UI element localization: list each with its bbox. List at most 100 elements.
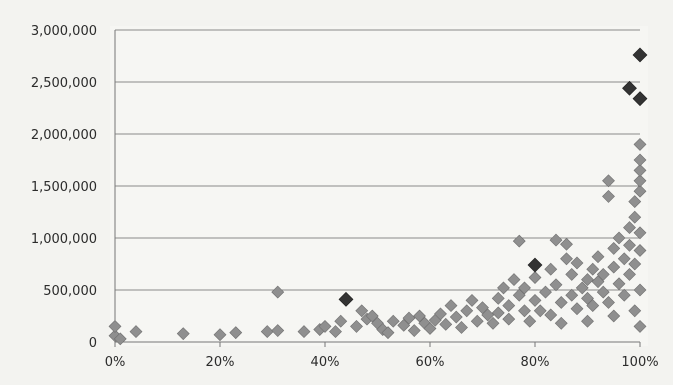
- data-point: [633, 319, 647, 333]
- data-point: [502, 312, 516, 326]
- axes: [114, 30, 641, 347]
- highlight-data-point: [338, 291, 354, 307]
- y-tick-label: 1,000,000: [31, 232, 97, 247]
- data-point: [528, 293, 542, 307]
- data-point: [523, 314, 537, 328]
- highlight-data-point: [632, 91, 648, 107]
- data-point: [533, 304, 547, 318]
- data-point: [491, 291, 505, 305]
- data-point: [591, 250, 605, 264]
- data-point: [623, 238, 636, 252]
- data-point: [633, 163, 647, 177]
- data-point: [512, 234, 526, 248]
- data-point: [612, 231, 626, 245]
- data-point: [617, 288, 631, 302]
- data-point: [486, 316, 500, 330]
- data-point: [460, 304, 474, 318]
- data-point: [633, 174, 647, 188]
- highlight-points: [338, 47, 648, 307]
- data-point: [213, 328, 227, 342]
- data-point: [439, 317, 453, 331]
- highlight-data-point: [527, 257, 543, 273]
- data-point: [397, 318, 411, 332]
- x-tick-label: 0%: [105, 355, 126, 370]
- data-point: [465, 293, 479, 307]
- data-point: [407, 324, 421, 337]
- y-tick-label: 1,500,000: [31, 180, 97, 195]
- data-point: [628, 195, 642, 209]
- x-axis-tick-labels: 0% 20% 40% 60% 80% 100%: [105, 355, 659, 370]
- data-point: [413, 309, 426, 323]
- data-point: [423, 322, 437, 335]
- data-point: [623, 221, 636, 235]
- data-point: [586, 262, 600, 276]
- data-point: [596, 285, 610, 299]
- data-point: [444, 299, 458, 313]
- data-point: [502, 299, 516, 313]
- data-point: [612, 277, 626, 291]
- data-point: [633, 283, 647, 297]
- data-point: [565, 288, 579, 302]
- data-point: [113, 332, 127, 346]
- data-point: [434, 307, 447, 321]
- data-point: [554, 296, 568, 309]
- data-point: [633, 184, 647, 198]
- data-point: [554, 316, 568, 330]
- data-point: [481, 308, 495, 322]
- data-point: [596, 267, 610, 281]
- x-tick-label: 40%: [311, 355, 340, 370]
- data-point: [176, 327, 190, 341]
- data-point: [108, 319, 122, 333]
- data-point: [297, 325, 311, 339]
- data-point: [544, 262, 558, 276]
- data-point: [544, 308, 558, 322]
- data-point: [449, 310, 463, 324]
- data-point: [628, 304, 642, 318]
- data-point: [602, 296, 615, 309]
- data-point: [628, 257, 642, 271]
- data-point: [591, 275, 605, 289]
- data-point: [491, 306, 505, 320]
- gridlines: [115, 29, 640, 291]
- data-point: [129, 325, 143, 339]
- y-tick-label: 0: [89, 336, 97, 351]
- data-point: [623, 267, 636, 281]
- data-point: [507, 273, 521, 287]
- data-point: [271, 324, 285, 337]
- data-point: [607, 241, 621, 255]
- data-point: [633, 244, 647, 257]
- data-point: [575, 281, 589, 295]
- data-point: [271, 285, 285, 299]
- data-point: [581, 314, 594, 328]
- data-point: [570, 256, 584, 270]
- data-point: [260, 325, 274, 339]
- data-point: [318, 319, 332, 333]
- x-tick-label: 60%: [416, 355, 445, 370]
- data-points: [108, 137, 647, 346]
- y-tick-label: 3,000,000: [31, 24, 97, 39]
- data-point: [581, 291, 594, 305]
- data-point: [518, 281, 531, 295]
- x-tick-label: 100%: [621, 355, 658, 370]
- data-point: [602, 174, 615, 188]
- data-point: [381, 326, 395, 340]
- data-point: [350, 319, 363, 333]
- data-point: [570, 302, 584, 316]
- data-point: [607, 260, 621, 274]
- data-point: [497, 281, 510, 295]
- data-point: [518, 304, 531, 318]
- data-point: [617, 252, 631, 266]
- data-point: [549, 233, 563, 247]
- data-point: [329, 325, 342, 339]
- y-tick-label: 2,000,000: [31, 128, 97, 143]
- data-point: [334, 314, 348, 328]
- data-point: [470, 314, 484, 328]
- data-point: [565, 267, 579, 281]
- highlight-data-point: [632, 47, 648, 63]
- y-axis-tick-labels: 0 500,000 1,000,000 1,500,000 2,000,000 2,500…: [31, 24, 97, 351]
- data-point: [539, 285, 552, 299]
- data-point: [355, 304, 369, 318]
- y-tick-label: 500,000: [43, 284, 97, 299]
- y-tick-label: 2,500,000: [31, 76, 97, 91]
